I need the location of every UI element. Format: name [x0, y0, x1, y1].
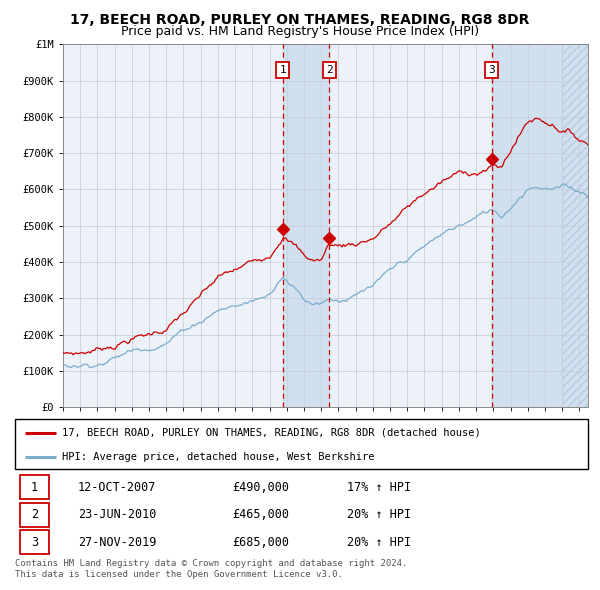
Bar — [491, 44, 588, 407]
Text: 27-NOV-2019: 27-NOV-2019 — [78, 536, 157, 549]
Text: HPI: Average price, detached house, West Berkshire: HPI: Average price, detached house, West… — [62, 452, 374, 462]
Text: 12-OCT-2007: 12-OCT-2007 — [78, 481, 157, 494]
Text: £465,000: £465,000 — [233, 508, 290, 522]
Text: 17, BEECH ROAD, PURLEY ON THAMES, READING, RG8 8DR: 17, BEECH ROAD, PURLEY ON THAMES, READIN… — [70, 13, 530, 27]
FancyBboxPatch shape — [20, 503, 49, 527]
Text: 17, BEECH ROAD, PURLEY ON THAMES, READING, RG8 8DR (detached house): 17, BEECH ROAD, PURLEY ON THAMES, READIN… — [62, 428, 481, 438]
Bar — [283, 44, 329, 407]
Text: 1: 1 — [31, 481, 38, 494]
Text: 20% ↑ HPI: 20% ↑ HPI — [347, 508, 412, 522]
Text: £685,000: £685,000 — [233, 536, 290, 549]
Text: 20% ↑ HPI: 20% ↑ HPI — [347, 536, 412, 549]
FancyBboxPatch shape — [20, 530, 49, 554]
FancyBboxPatch shape — [15, 419, 588, 469]
FancyBboxPatch shape — [20, 476, 49, 499]
Text: Contains HM Land Registry data © Crown copyright and database right 2024.
This d: Contains HM Land Registry data © Crown c… — [15, 559, 407, 579]
Text: 2: 2 — [31, 508, 38, 522]
Text: 3: 3 — [488, 65, 495, 75]
Text: 17% ↑ HPI: 17% ↑ HPI — [347, 481, 412, 494]
Bar — [562, 44, 588, 407]
Text: Price paid vs. HM Land Registry's House Price Index (HPI): Price paid vs. HM Land Registry's House … — [121, 25, 479, 38]
Text: 23-JUN-2010: 23-JUN-2010 — [78, 508, 157, 522]
Text: £490,000: £490,000 — [233, 481, 290, 494]
Text: 3: 3 — [31, 536, 38, 549]
Text: 2: 2 — [326, 65, 333, 75]
Text: 1: 1 — [280, 65, 286, 75]
